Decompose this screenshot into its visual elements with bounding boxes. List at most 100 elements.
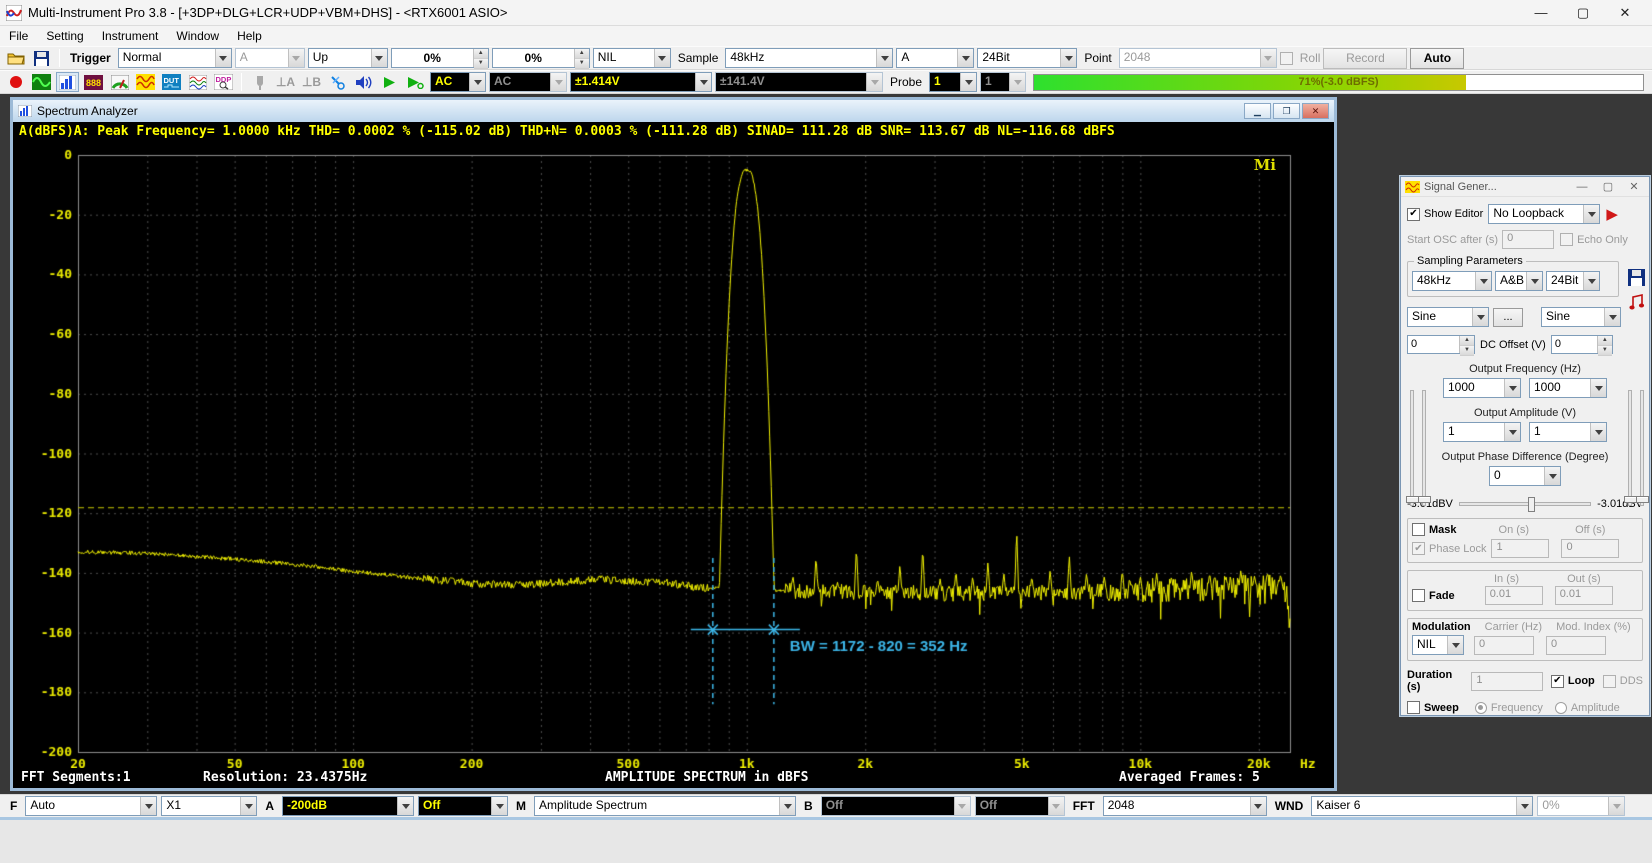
ddp-viewer-icon[interactable]: DDP — [212, 72, 235, 92]
wave-b-select[interactable]: Sine — [1541, 307, 1621, 327]
spin-up-icon[interactable]: ▲ — [1597, 336, 1612, 346]
a-option-select[interactable]: Off — [418, 796, 509, 816]
siggen-channels-select[interactable]: A&B — [1495, 271, 1543, 291]
slider-handle[interactable] — [1527, 497, 1535, 512]
menu-setting[interactable]: Setting — [46, 29, 84, 43]
chevron-down-icon[interactable] — [1590, 379, 1606, 397]
slider-handle[interactable] — [1636, 496, 1649, 503]
sound-output-icon[interactable] — [352, 72, 375, 92]
maximize-icon[interactable]: ▢ — [1576, 4, 1590, 20]
trigger-delay-spinner[interactable]: 0% ▲ ▼ — [491, 48, 590, 69]
open-file-icon[interactable] — [4, 48, 27, 68]
amp-a-select[interactable]: 1 — [1443, 422, 1521, 442]
sweep-checkbox[interactable] — [1407, 701, 1420, 714]
probe-calibration-icon[interactable] — [326, 72, 349, 92]
balance-slider[interactable] — [1458, 497, 1592, 512]
loopback-select[interactable]: No Loopback — [1488, 204, 1601, 224]
trigger-edge-select[interactable]: Up — [307, 48, 388, 68]
a-range-select[interactable]: -200dB — [282, 796, 415, 816]
chevron-down-icon[interactable] — [397, 797, 414, 815]
chevron-down-icon[interactable] — [1447, 636, 1463, 654]
range-a-select[interactable]: ±1.414V — [570, 72, 712, 92]
spectrum-window-titlebar[interactable]: Spectrum Analyzer ▁ ❐ ✕ — [13, 100, 1334, 122]
chevron-down-icon[interactable] — [960, 73, 977, 91]
oscilloscope-icon[interactable] — [30, 72, 53, 92]
window-restore-icon[interactable]: ❐ — [1273, 103, 1300, 119]
wave-a-select[interactable]: Sine — [1407, 307, 1489, 327]
coupling-a-select[interactable]: AC — [430, 72, 486, 92]
menu-help[interactable]: Help — [237, 29, 262, 43]
spectrum-analyzer-icon[interactable] — [56, 72, 79, 92]
record-icon[interactable] — [4, 72, 27, 92]
modulation-select[interactable]: NIL — [1412, 635, 1464, 655]
siggen-notes-icon[interactable] — [1629, 294, 1645, 314]
bit-depth-select[interactable]: 24Bit — [977, 48, 1078, 68]
auto-button[interactable]: Auto — [1410, 47, 1465, 69]
window-minimize-icon[interactable]: ▁ — [1244, 103, 1271, 119]
freq-b-select[interactable]: 1000 — [1529, 378, 1607, 398]
fft-size-select[interactable]: 2048 — [1102, 796, 1267, 816]
minimize-icon[interactable]: — — [1534, 5, 1548, 20]
chevron-down-icon[interactable] — [1475, 272, 1491, 290]
siggen-maximize-icon[interactable]: ▢ — [1602, 181, 1614, 193]
window-fn-select[interactable]: Kaiser 6 — [1311, 796, 1534, 816]
chevron-down-icon[interactable] — [695, 73, 711, 91]
level-slider-a-left[interactable] — [1410, 390, 1414, 506]
chevron-down-icon[interactable] — [240, 797, 257, 815]
derived-spectrum-icon[interactable] — [186, 72, 209, 92]
multimeter-icon[interactable]: 888 — [82, 72, 105, 92]
siggen-run-icon[interactable]: ▶ — [1606, 206, 1618, 223]
chevron-down-icon[interactable] — [957, 49, 974, 67]
freq-a-select[interactable]: 1000 — [1443, 378, 1521, 398]
chevron-down-icon[interactable] — [491, 797, 508, 815]
loop-checkbox[interactable] — [1550, 674, 1564, 688]
spin-down-icon[interactable]: ▼ — [473, 59, 488, 69]
sample-channel-select[interactable]: A — [896, 48, 975, 68]
chevron-down-icon[interactable] — [469, 73, 485, 91]
chevron-down-icon[interactable] — [1544, 467, 1560, 485]
show-editor-checkbox[interactable] — [1407, 207, 1420, 221]
siggen-close-icon[interactable]: ✕ — [1629, 181, 1639, 193]
dut-icon[interactable]: DUT — [160, 72, 183, 92]
menu-file[interactable]: File — [9, 29, 29, 43]
save-icon[interactable] — [30, 48, 53, 68]
phase-select[interactable]: 0 — [1489, 466, 1561, 486]
spin-up-icon[interactable]: ▲ — [1460, 336, 1474, 346]
window-close-icon[interactable]: ✕ — [1302, 103, 1329, 119]
run-icon[interactable] — [378, 72, 401, 92]
chevron-down-icon[interactable] — [1583, 205, 1600, 223]
chevron-down-icon[interactable] — [876, 49, 893, 67]
slider-handle[interactable] — [1418, 496, 1431, 503]
fade-checkbox[interactable] — [1412, 589, 1425, 602]
chevron-down-icon[interactable] — [370, 49, 387, 67]
sample-rate-select[interactable]: 48kHz — [725, 48, 894, 68]
close-icon[interactable]: ✕ — [1619, 4, 1631, 20]
siggen-rate-select[interactable]: 48kHz — [1412, 271, 1492, 291]
trigger-level-spinner[interactable]: 0% ▲ ▼ — [390, 48, 489, 69]
menu-window[interactable]: Window — [176, 29, 220, 43]
wave-editor-button[interactable]: ... — [1493, 307, 1523, 327]
chevron-down-icon[interactable] — [1472, 308, 1488, 326]
chevron-down-icon[interactable] — [1604, 308, 1620, 326]
probe-a-select[interactable]: 1 — [929, 72, 978, 92]
zoom-select[interactable]: X1 — [161, 796, 258, 816]
siggen-minimize-icon[interactable]: — — [1576, 180, 1588, 193]
chevron-down-icon[interactable] — [140, 797, 157, 815]
chevron-down-icon[interactable] — [779, 797, 796, 815]
dc-offset-a-spinner[interactable]: 0 ▲ ▼ — [1407, 335, 1475, 356]
spin-down-icon[interactable]: ▼ — [1597, 346, 1612, 356]
amp-b-select[interactable]: 1 — [1529, 422, 1607, 442]
chevron-down-icon[interactable] — [1526, 272, 1542, 290]
chevron-down-icon[interactable] — [1583, 272, 1599, 290]
trigger-mode-select[interactable]: Normal — [117, 48, 232, 68]
chevron-down-icon[interactable] — [1516, 797, 1533, 815]
chevron-down-icon[interactable] — [214, 49, 231, 67]
chevron-down-icon[interactable] — [653, 49, 670, 67]
level-slider-b-left[interactable] — [1628, 390, 1632, 506]
spin-up-icon[interactable]: ▲ — [574, 49, 589, 59]
siggen-titlebar[interactable]: Signal Gener... — ▢ ✕ — [1401, 177, 1649, 197]
trigger-hpf-select[interactable]: NIL — [592, 48, 671, 68]
run-loop-icon[interactable] — [404, 72, 427, 92]
chevron-down-icon[interactable] — [1249, 797, 1266, 815]
signal-generator-icon[interactable] — [134, 72, 157, 92]
